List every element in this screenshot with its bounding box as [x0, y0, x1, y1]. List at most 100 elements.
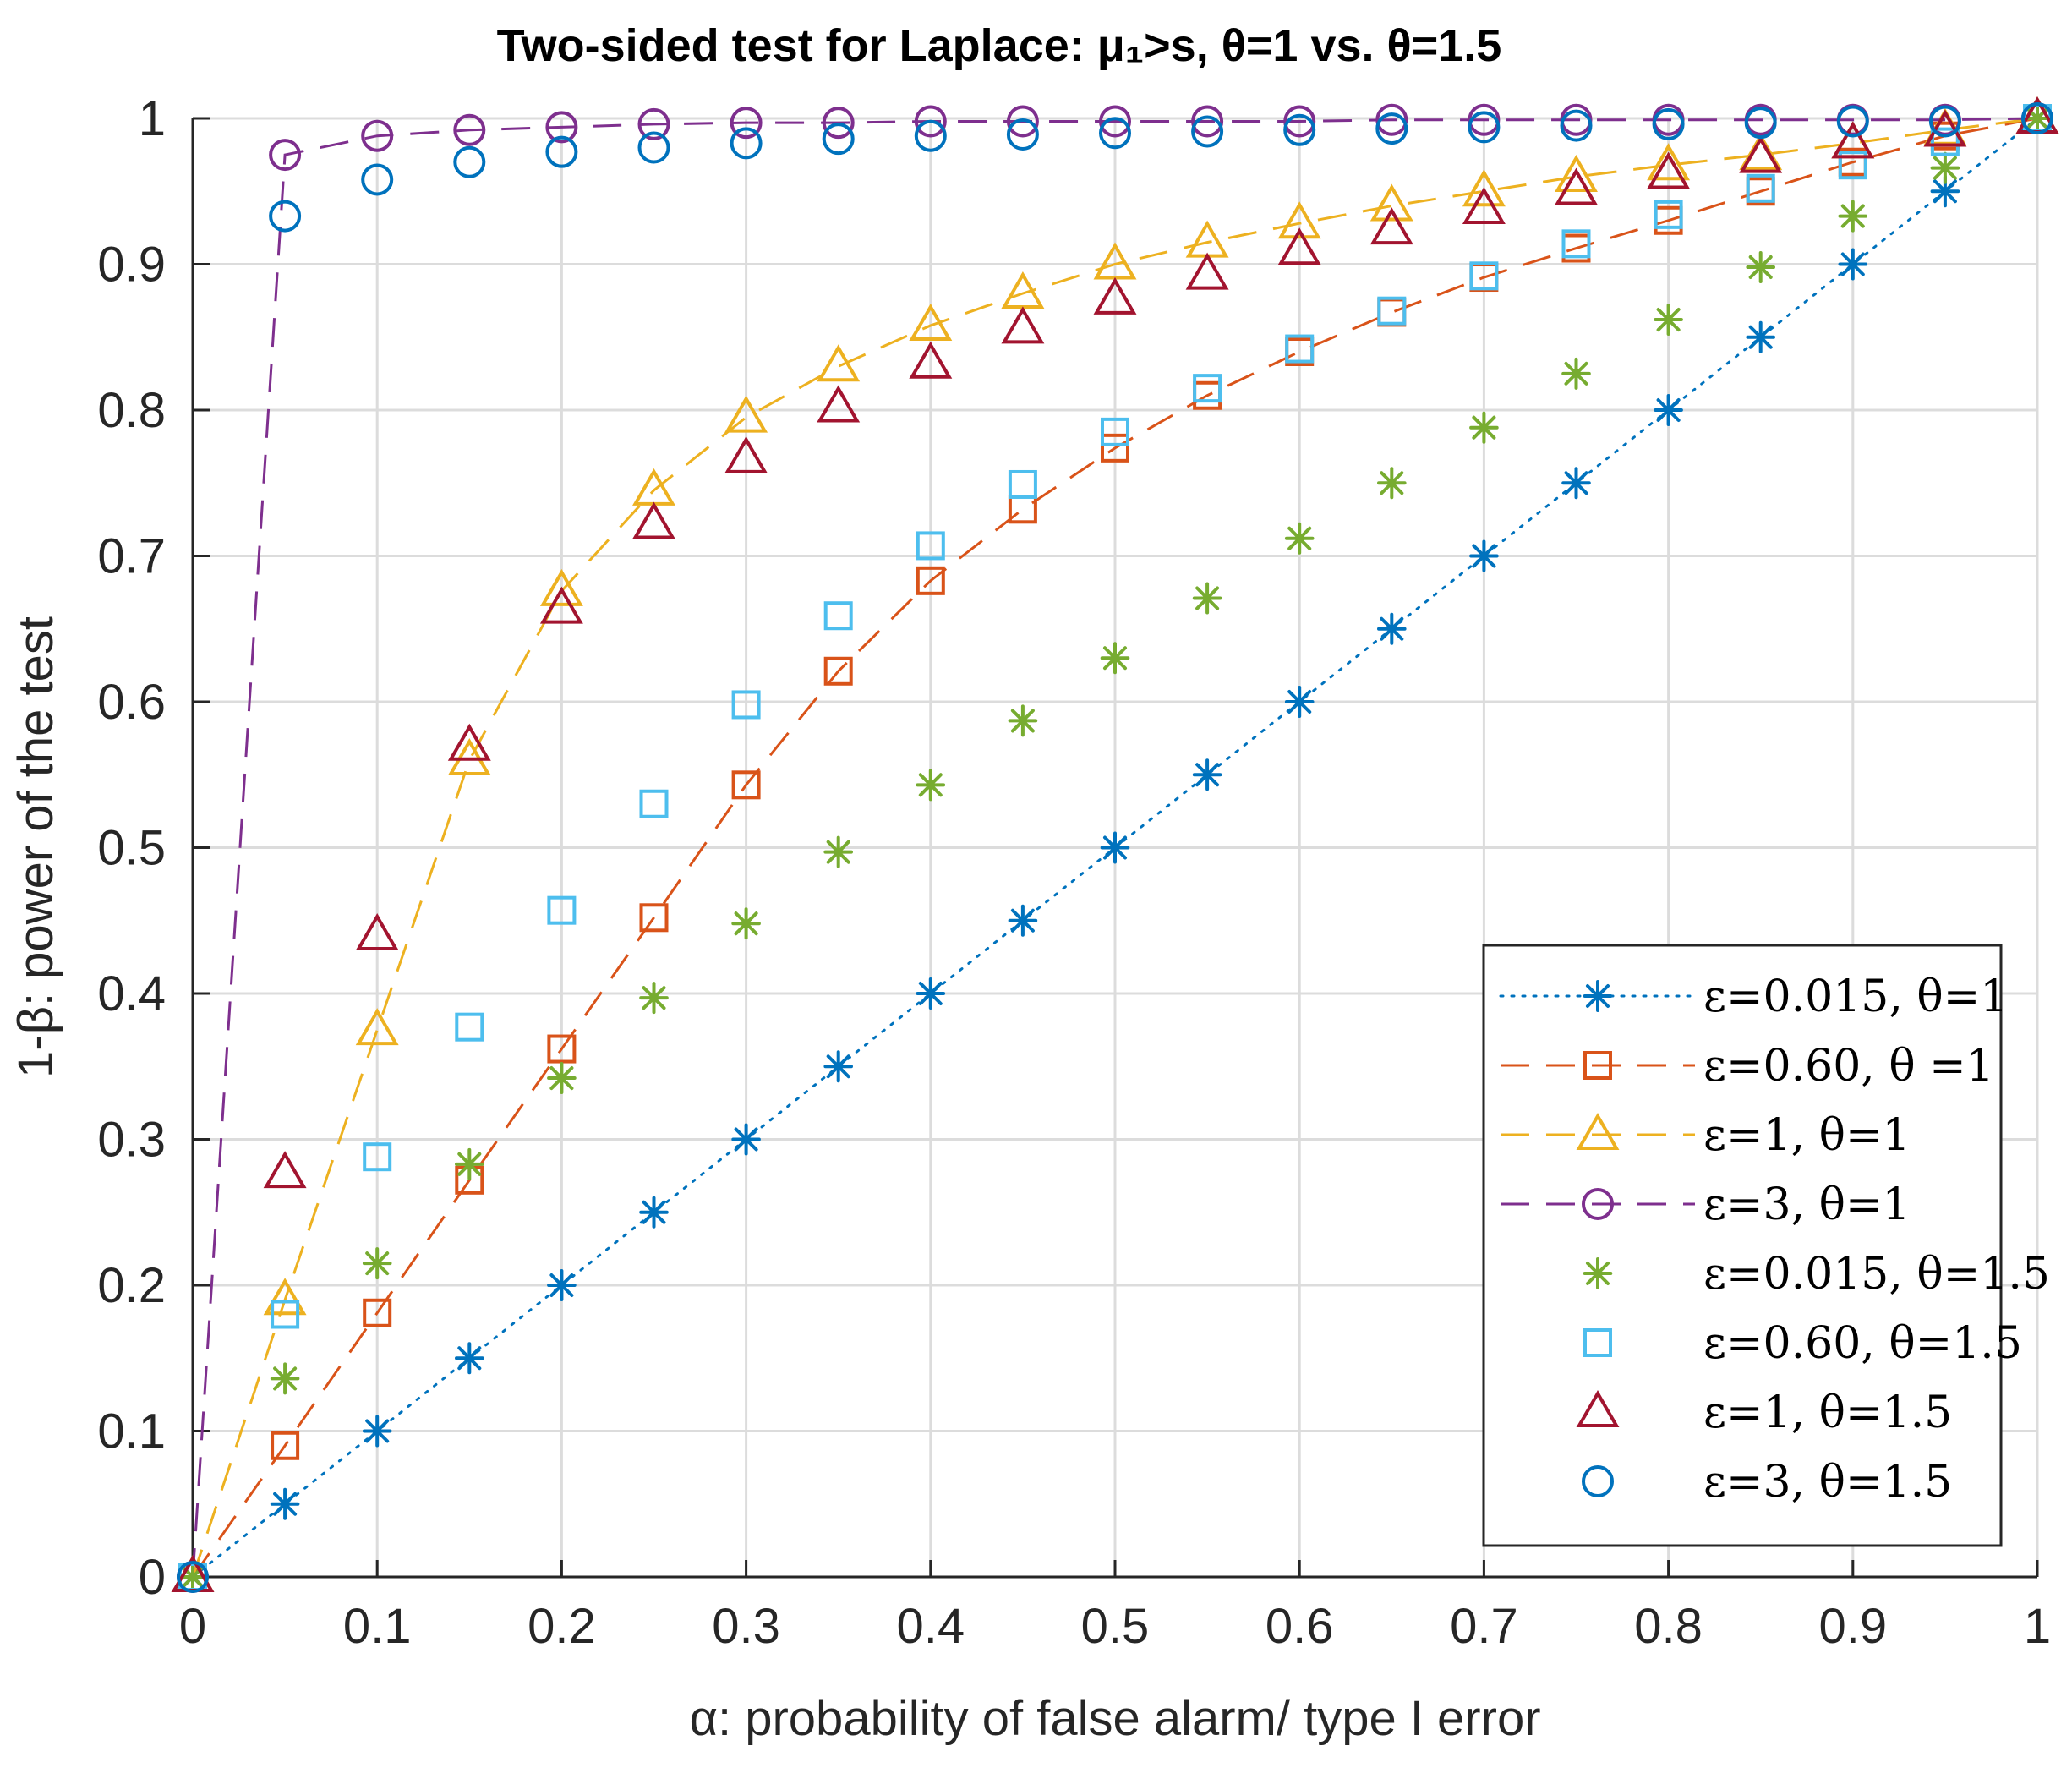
- data-point: [1101, 417, 1129, 446]
- legend-entry: ε=0.60, θ=1.5: [1583, 1318, 2022, 1369]
- data-point: [263, 1278, 307, 1316]
- data-point: [1008, 704, 1038, 737]
- data-point: [1375, 103, 1408, 136]
- y-tick-label: 0.7: [97, 529, 166, 584]
- x-tick-label: 0.6: [1266, 1599, 1334, 1654]
- data-point: [1285, 334, 1315, 364]
- data-point: [639, 903, 669, 933]
- data-point: [822, 123, 855, 156]
- legend-label: ε=1, θ=1.5: [1703, 1388, 1952, 1438]
- data-point: [1008, 904, 1038, 937]
- data-point: [1093, 276, 1137, 315]
- data-point: [1930, 151, 1960, 184]
- data-point: [178, 1561, 208, 1593]
- legend-entry: ε=1, θ=1: [1501, 1110, 1911, 1161]
- data-point: [1377, 467, 1407, 500]
- data-point: [270, 1487, 300, 1520]
- data-point: [1377, 612, 1407, 645]
- x-tick-label: 0: [179, 1599, 206, 1654]
- legend-box: [1482, 944, 2003, 1547]
- series-8: [177, 102, 2053, 1593]
- data-point: [1838, 200, 1868, 233]
- data-point: [1100, 642, 1130, 675]
- data-point: [730, 107, 763, 140]
- y-tick-label: 0.3: [97, 1113, 166, 1168]
- legend-marker: [1583, 1051, 1612, 1080]
- legend-entry: ε=0.60, θ =1: [1501, 1041, 1994, 1092]
- tick-labels: 0 0.1 0.2 0.3 0.4 0.5 0.6 0.7 0.8 0.9 1 0 0.1 0.2 0.3 0…: [97, 91, 2051, 1654]
- data-point: [362, 1415, 392, 1448]
- data-point: [545, 135, 578, 168]
- data-point: [455, 1342, 484, 1375]
- data-point: [547, 1034, 577, 1064]
- data-point: [1006, 118, 1039, 151]
- x-tick-label: 0.2: [528, 1599, 596, 1654]
- data-point: [724, 395, 768, 433]
- data-point: [1739, 135, 1783, 173]
- data-point: [1008, 469, 1037, 499]
- data-point: [1560, 109, 1593, 142]
- y-axis-label: 1-β: power of the test: [8, 616, 63, 1078]
- data-point: [1462, 169, 1506, 207]
- data-point: [1001, 306, 1045, 344]
- data-point: [1746, 250, 1775, 283]
- data-point: [1561, 229, 1591, 259]
- data-point: [731, 770, 761, 800]
- x-tick-label: 0.4: [896, 1599, 965, 1654]
- data-point: [731, 1123, 761, 1156]
- x-tick-label: 0.1: [343, 1599, 412, 1654]
- data-point: [639, 1196, 669, 1229]
- data-point: [1283, 113, 1316, 146]
- legend-marker: [1582, 1188, 1614, 1220]
- data-point: [1462, 186, 1506, 224]
- data-point: [1647, 143, 1691, 181]
- y-tick-label: 1: [139, 91, 166, 146]
- data-point: [1100, 831, 1130, 864]
- data-point: [1192, 758, 1222, 791]
- data-point: [909, 341, 953, 379]
- data-point: [545, 111, 578, 144]
- data-point: [916, 977, 946, 1010]
- data-point: [355, 1008, 399, 1046]
- series-layer: [171, 96, 2059, 1593]
- data-point: [1561, 357, 1591, 390]
- data-point: [263, 1151, 307, 1189]
- data-point: [547, 895, 577, 925]
- legend-marker: [1583, 1328, 1612, 1357]
- data-point: [632, 501, 675, 539]
- series-line: [191, 117, 2038, 1578]
- data-point: [547, 1269, 577, 1301]
- data-point: [455, 1147, 484, 1180]
- data-point: [1654, 394, 1683, 426]
- data-point: [177, 1561, 209, 1593]
- series-7: [171, 96, 2059, 1592]
- data-point: [1099, 105, 1131, 138]
- legend-label: ε=0.015, θ=1: [1703, 972, 2008, 1022]
- data-point: [1930, 175, 1960, 208]
- data-point: [1006, 105, 1039, 138]
- data-point: [453, 113, 486, 146]
- y-tick-label: 0.2: [97, 1258, 166, 1313]
- data-point: [916, 769, 946, 802]
- x-tick-label: 0.7: [1450, 1599, 1518, 1654]
- series-line: [191, 117, 2038, 1578]
- data-point: [539, 568, 583, 606]
- legend-entry: ε=0.015, θ=1.5: [1583, 1249, 2050, 1300]
- data-point: [1555, 155, 1598, 192]
- legend: ε=0.015, θ=1 ε=0.60, θ =1 ε=1, θ=1 ε=3, θ=1…: [1482, 944, 2050, 1547]
- data-point: [1185, 252, 1229, 290]
- data-point: [730, 127, 763, 160]
- x-tick-label: 0.5: [1081, 1599, 1150, 1654]
- data-point: [271, 1300, 300, 1329]
- legend-marker: [1583, 980, 1613, 1012]
- data-point: [817, 344, 861, 382]
- x-tick-label: 1: [2024, 1599, 2051, 1654]
- data-point: [1652, 107, 1685, 140]
- data-point: [637, 131, 670, 164]
- y-tick-label: 0.1: [97, 1404, 166, 1459]
- data-point: [914, 119, 947, 152]
- data-point: [1831, 121, 1875, 159]
- data-point: [1836, 105, 1869, 138]
- legend-entry: ε=3, θ=1: [1501, 1180, 1911, 1230]
